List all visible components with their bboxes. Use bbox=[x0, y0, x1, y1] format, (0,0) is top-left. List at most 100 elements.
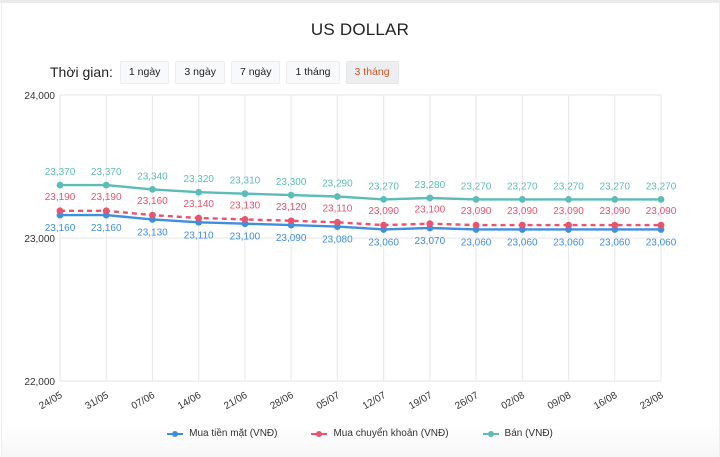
y-tick-label: 22,000 bbox=[24, 377, 55, 388]
legend-cash-marker-icon bbox=[167, 430, 184, 438]
data-point-transfer[interactable] bbox=[333, 218, 341, 226]
data-label-sell: 23,270 bbox=[368, 181, 399, 192]
data-label-sell: 23,300 bbox=[276, 177, 307, 188]
legend-cash-label: Mua tiền mặt (VNĐ) bbox=[189, 428, 278, 439]
period-label: Thời gian: bbox=[50, 64, 113, 80]
data-label-sell: 23,310 bbox=[230, 176, 261, 187]
data-point-sell[interactable] bbox=[657, 195, 665, 203]
data-label-sell: 23,270 bbox=[553, 181, 584, 192]
legend-sell-label: Bán (VNĐ) bbox=[504, 428, 553, 439]
data-label-cash: 23,080 bbox=[322, 235, 353, 246]
data-label-transfer: 23,090 bbox=[368, 206, 399, 217]
data-label-cash: 23,060 bbox=[599, 237, 630, 248]
data-point-sell[interactable] bbox=[472, 195, 480, 203]
period-button-1-month[interactable]: 1 tháng bbox=[286, 60, 340, 84]
series-line-cash bbox=[60, 213, 661, 231]
x-tick-label: 26/07 bbox=[453, 390, 481, 412]
x-tick-label: 05/07 bbox=[315, 390, 343, 412]
data-point-sell[interactable] bbox=[56, 181, 64, 189]
data-label-cash: 23,160 bbox=[45, 223, 76, 234]
x-tick-label: 16/08 bbox=[592, 390, 620, 412]
data-label-transfer: 23,120 bbox=[276, 202, 307, 213]
data-point-transfer[interactable] bbox=[56, 207, 64, 215]
period-button-3-days[interactable]: 3 ngày bbox=[175, 60, 225, 84]
data-point-sell[interactable] bbox=[287, 191, 295, 199]
data-point-transfer[interactable] bbox=[241, 216, 249, 223]
legend-item-cash[interactable]: Mua tiền mặt (VNĐ) bbox=[167, 428, 277, 439]
data-point-transfer[interactable] bbox=[472, 221, 480, 229]
data-label-transfer: 23,090 bbox=[507, 206, 538, 217]
data-label-transfer: 23,090 bbox=[646, 206, 677, 217]
data-label-cash: 23,100 bbox=[230, 232, 261, 243]
data-label-transfer: 23,190 bbox=[91, 192, 122, 203]
chart-legend: Mua tiền mặt (VNĐ) Mua chuyển khoản (VNĐ… bbox=[0, 428, 720, 439]
legend-item-sell[interactable]: Bán (VNĐ) bbox=[482, 428, 553, 439]
x-axis: 24/05 31/05 07/06 14/06 21/06 28/06 05/07 12/07… bbox=[37, 390, 666, 412]
series-line-sell bbox=[60, 183, 661, 201]
data-label-cash: 23,090 bbox=[276, 233, 307, 244]
data-label-cash: 23,060 bbox=[553, 237, 584, 248]
data-label-cash: 23,060 bbox=[461, 237, 492, 248]
data-point-sell[interactable] bbox=[102, 181, 110, 189]
x-tick-label: 02/08 bbox=[500, 390, 528, 412]
data-label-transfer: 23,090 bbox=[553, 206, 584, 217]
x-tick-label: 21/06 bbox=[222, 390, 250, 412]
x-tick-label: 12/07 bbox=[361, 390, 389, 412]
data-point-sell[interactable] bbox=[195, 188, 203, 196]
data-label-sell: 23,270 bbox=[461, 181, 492, 192]
series-lines bbox=[56, 181, 665, 233]
data-label-sell: 23,280 bbox=[415, 180, 446, 191]
data-point-sell[interactable] bbox=[518, 195, 526, 203]
data-label-transfer: 23,140 bbox=[183, 199, 214, 210]
period-button-7-days[interactable]: 7 ngày bbox=[230, 60, 281, 84]
data-label-cash: 23,130 bbox=[137, 227, 168, 238]
data-point-transfer[interactable] bbox=[380, 221, 388, 229]
data-label-transfer: 23,160 bbox=[137, 196, 168, 207]
data-label-sell: 23,270 bbox=[507, 181, 538, 192]
data-point-sell[interactable] bbox=[149, 185, 156, 193]
data-point-transfer[interactable] bbox=[565, 221, 572, 229]
data-point-sell[interactable] bbox=[426, 194, 434, 202]
legend-sell-marker-icon bbox=[482, 430, 499, 438]
x-tick-label: 14/06 bbox=[176, 390, 204, 412]
x-tick-label: 23/08 bbox=[638, 390, 666, 412]
data-label-sell: 23,270 bbox=[599, 181, 630, 192]
data-point-transfer[interactable] bbox=[611, 221, 619, 229]
data-label-sell: 23,340 bbox=[137, 171, 168, 182]
data-label-sell: 23,290 bbox=[322, 179, 353, 190]
x-tick-label: 09/08 bbox=[546, 390, 574, 412]
period-button-3-months[interactable]: 3 tháng bbox=[345, 60, 399, 84]
data-point-sell[interactable] bbox=[333, 193, 341, 200]
data-point-transfer[interactable] bbox=[287, 217, 295, 225]
data-label-transfer: 23,190 bbox=[45, 192, 76, 203]
data-label-sell: 23,270 bbox=[646, 181, 677, 192]
data-label-transfer: 23,090 bbox=[599, 206, 630, 217]
data-label-transfer: 23,100 bbox=[415, 205, 446, 216]
data-point-transfer[interactable] bbox=[657, 221, 665, 229]
data-point-transfer[interactable] bbox=[102, 207, 110, 215]
data-point-sell[interactable] bbox=[565, 195, 572, 203]
legend-transfer-marker-icon bbox=[311, 430, 328, 438]
data-point-transfer[interactable] bbox=[426, 220, 434, 228]
y-tick-label: 24,000 bbox=[24, 91, 55, 102]
data-label-cash: 23,070 bbox=[415, 236, 446, 247]
data-point-transfer[interactable] bbox=[195, 214, 203, 222]
period-button-1-day[interactable]: 1 ngày bbox=[119, 60, 170, 84]
data-label-cash: 23,060 bbox=[507, 237, 538, 248]
y-axis: 22,000 23,000 24,000 bbox=[24, 91, 55, 388]
data-labels: 23,160 23,160 23,130 23,110 23,100 23,090 23,0… bbox=[45, 167, 677, 248]
data-point-sell[interactable] bbox=[380, 195, 388, 203]
data-label-cash: 23,110 bbox=[184, 230, 214, 241]
data-label-cash: 23,060 bbox=[646, 237, 677, 248]
x-tick-label: 07/06 bbox=[130, 390, 158, 412]
period-selector: Thời gian: 1 ngày 3 ngày 7 ngày 1 tháng … bbox=[50, 60, 405, 84]
page-title: US DOLLAR bbox=[310, 20, 410, 39]
data-point-sell[interactable] bbox=[241, 190, 249, 198]
top-border bbox=[0, 0, 720, 3]
legend-item-transfer[interactable]: Mua chuyển khoản (VNĐ) bbox=[311, 428, 449, 439]
data-point-sell[interactable] bbox=[611, 195, 619, 203]
legend-transfer-label: Mua chuyển khoản (VNĐ) bbox=[333, 428, 449, 439]
data-point-transfer[interactable] bbox=[518, 221, 526, 229]
data-point-transfer[interactable] bbox=[149, 211, 156, 219]
